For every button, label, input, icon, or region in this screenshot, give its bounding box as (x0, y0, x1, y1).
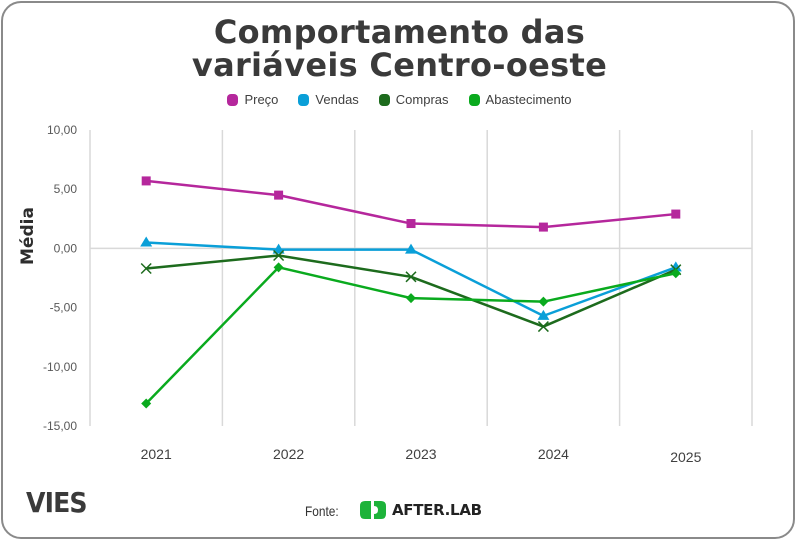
data-point-compras (140, 262, 152, 275)
data-point-preco (141, 176, 151, 186)
x-tick-label: 2022 (273, 446, 304, 462)
y-tick-label: -5,00 (50, 301, 78, 315)
legend-swatch-abastecimento (468, 93, 480, 106)
data-point-vendas (537, 309, 550, 320)
data-point-vendas (272, 243, 285, 254)
data-point-preco (671, 209, 681, 219)
data-point-vendas (140, 236, 153, 247)
source-name: AFTER.LAB (392, 501, 482, 519)
data-point-preco (538, 222, 548, 232)
legend-label-abastecimento: Abastecimento (485, 92, 572, 107)
data-point-abastecimento (141, 398, 152, 409)
legend-item-vendas: Vendas (298, 92, 359, 107)
x-tick-label: 2023 (405, 446, 436, 462)
chart-title-line-1: Comportamento das (213, 13, 586, 51)
legend-item-preco: Preço (227, 92, 278, 107)
chart-title: Comportamento das variáveis Centro-oeste (0, 16, 799, 82)
y-tick-label: 0,00 (54, 241, 78, 255)
y-tick-label: -10,00 (43, 360, 77, 374)
x-tick-label: 2025 (670, 449, 701, 465)
data-point-compras (537, 321, 549, 333)
vies-logo: VIES (26, 486, 88, 519)
afterlab-logo-icon (360, 501, 386, 519)
y-tick-label: 5,00 (54, 182, 78, 196)
chart-title-line-2: variáveis Centro-oeste (191, 46, 608, 84)
data-point-vendas (405, 243, 417, 254)
legend-item-compras: Compras (378, 92, 449, 107)
legend-label-preco: Preço (244, 92, 279, 107)
source-label: Fonte: (305, 503, 339, 519)
legend-label-vendas: Vendas (315, 92, 359, 107)
afterlab-logo: AFTER.LAB (358, 498, 482, 522)
data-point-vendas (669, 261, 682, 272)
y-tick-label: -15,00 (43, 419, 77, 433)
legend-item-abastecimento: Abastecimento (468, 92, 572, 107)
legend-label-compras: Compras (395, 92, 449, 107)
data-point-abastecimento (406, 293, 416, 304)
data-point-compras (273, 249, 285, 262)
y-axis-label: Média (18, 207, 38, 265)
chart-legend: Preço Vendas Compras Abastecimento (0, 92, 799, 107)
y-tick-label: 10,00 (47, 123, 77, 137)
data-point-abastecimento (538, 296, 549, 307)
legend-swatch-compras (378, 93, 390, 106)
data-point-abastecimento (273, 262, 284, 273)
data-point-compras (405, 271, 417, 283)
data-point-preco (274, 190, 284, 200)
legend-swatch-preco (227, 93, 239, 106)
x-tick-label: 2024 (538, 446, 569, 462)
legend-swatch-vendas (298, 93, 310, 106)
x-tick-label: 2021 (141, 446, 172, 462)
data-point-abastecimento (670, 268, 681, 279)
series-line-abastecimento (145, 266, 677, 405)
data-point-preco (406, 219, 416, 229)
